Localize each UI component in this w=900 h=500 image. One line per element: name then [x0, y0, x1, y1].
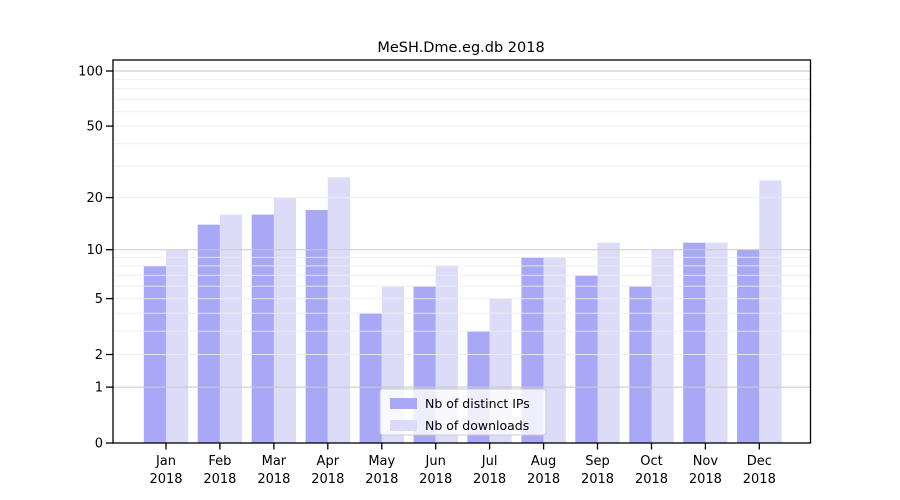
- legend-swatch-downloads: [390, 420, 417, 431]
- x-tick-label-month: Sep: [585, 454, 610, 469]
- bar-downloads-oct: [651, 249, 674, 443]
- bar-downloads-mar: [273, 197, 297, 443]
- y-tick-label: 50: [86, 120, 103, 135]
- x-tick-label-year: 2018: [581, 472, 614, 487]
- legend-label-distinct-ips: Nb of distinct IPs: [425, 396, 530, 411]
- x-tick-label-month: Feb: [208, 454, 231, 469]
- y-tick-label: 100: [78, 65, 103, 80]
- x-tick-label-month: Jan: [155, 454, 176, 469]
- legend-box: [379, 388, 547, 436]
- x-tick-label-month: Jun: [425, 454, 446, 469]
- x-tick-label-year: 2018: [743, 472, 776, 487]
- grid-layer: [113, 70, 811, 388]
- bar-downloads-sep: [597, 242, 620, 443]
- bar-downloads-feb: [219, 214, 243, 443]
- bar-ips-feb: [197, 224, 220, 443]
- axes-layer: 0 1 2 5 10 20 50 100 Jan 2018 Feb 2018 Mar 2018 Apr 201…: [78, 59, 812, 487]
- bar-ips-may: [359, 313, 382, 443]
- y-tick-label: 0: [95, 437, 103, 452]
- x-tick-label-month: Nov: [693, 454, 719, 469]
- bar-ips-oct: [629, 286, 652, 443]
- x-tick-label-month: Oct: [640, 454, 662, 469]
- y-tick-label: 10: [86, 243, 103, 258]
- x-tick-label-month: Dec: [747, 454, 772, 469]
- bar-downloads-dec: [759, 180, 782, 443]
- x-tick-label-year: 2018: [689, 472, 722, 487]
- x-tick-label-year: 2018: [635, 472, 668, 487]
- plot-frame: [112, 59, 812, 444]
- x-tick-label-year: 2018: [527, 472, 560, 487]
- x-tick-label-month: May: [368, 454, 395, 469]
- bar-ips-dec: [737, 249, 760, 443]
- legend-label-downloads: Nb of downloads: [425, 418, 529, 433]
- y-tick-label: 20: [86, 191, 103, 206]
- bar-ips-nov: [683, 242, 706, 443]
- bar-ips-sep: [575, 275, 598, 443]
- bar-downloads-apr: [327, 177, 350, 443]
- x-tick-label-year: 2018: [473, 472, 506, 487]
- y-tick-label: 2: [95, 348, 103, 363]
- x-tick-label-year: 2018: [257, 472, 290, 487]
- y-tick-label: 1: [95, 381, 103, 396]
- x-tick-label-year: 2018: [365, 472, 398, 487]
- legend: Nb of distinct IPs Nb of downloads: [379, 388, 547, 436]
- bar-downloads-nov: [705, 242, 728, 443]
- x-tick-label-month: Jul: [481, 454, 498, 469]
- bar-downloads-jan: [166, 249, 189, 443]
- bar-ips-apr: [305, 210, 328, 443]
- x-tick-label-year: 2018: [149, 472, 182, 487]
- x-tick-label-month: Aug: [531, 454, 556, 469]
- bar-downloads-aug: [543, 257, 566, 443]
- x-tick-label-year: 2018: [203, 472, 236, 487]
- y-tick-label: 5: [95, 292, 103, 307]
- x-tick-label-year: 2018: [311, 472, 344, 487]
- x-tick-label-year: 2018: [419, 472, 452, 487]
- legend-swatch-distinct-ips: [390, 398, 417, 409]
- x-tick-label-month: Mar: [262, 454, 287, 469]
- bar-ips-mar: [251, 214, 274, 443]
- chart-title: MeSH.Dme.eg.db 2018: [377, 40, 544, 56]
- x-tick-label-month: Apr: [317, 454, 340, 469]
